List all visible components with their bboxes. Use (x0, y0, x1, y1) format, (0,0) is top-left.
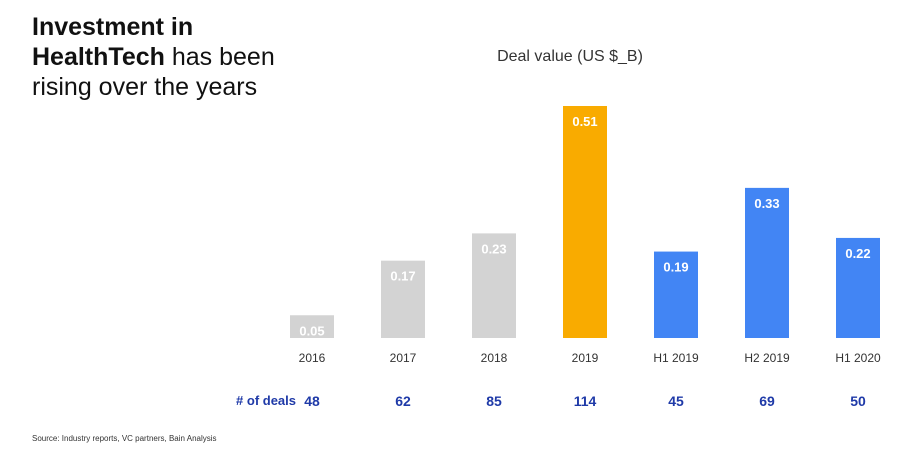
bar-value-label: 0.19 (663, 260, 688, 275)
x-tick-label: H1 2020 (835, 351, 881, 365)
title-line-3: rising over the years (32, 73, 258, 101)
bar-2016 (290, 315, 334, 338)
bar-value-label: 0.22 (845, 246, 870, 261)
x-tick-label: H2 2019 (744, 351, 790, 365)
deal-count: 85 (486, 393, 502, 409)
x-tick-label: 2018 (481, 351, 508, 365)
bar-2019 (563, 106, 607, 338)
title-line-2-rest: has been (164, 43, 275, 71)
bar-value-label: 0.17 (390, 269, 415, 284)
title-bold-line-2: HealthTech (32, 43, 165, 71)
deal-count: 48 (304, 393, 320, 409)
bar-h2-2019 (745, 187, 789, 338)
x-tick-label: H1 2019 (653, 351, 699, 365)
bar-value-label: 0.23 (481, 241, 506, 256)
deals-row-label: # of deals (236, 393, 296, 408)
x-tick-label: 2019 (572, 351, 599, 365)
title-bold-line-1: Investment in (32, 13, 194, 41)
x-tick-label: 2016 (299, 351, 326, 365)
chart-subtitle: Deal value (US $_B) (497, 48, 643, 65)
bar-value-label: 0.51 (572, 114, 597, 129)
deal-count: 45 (668, 393, 684, 409)
bar-value-label: 0.05 (299, 323, 324, 338)
bar-h1-2020 (836, 237, 880, 338)
deal-count: 62 (395, 393, 411, 409)
bar-2017 (381, 260, 425, 338)
bar-value-label: 0.33 (754, 196, 779, 211)
source-note: Source: Industry reports, VC partners, B… (32, 434, 217, 443)
deal-count: 50 (850, 393, 866, 409)
x-tick-label: 2017 (390, 351, 417, 365)
bar-2018 (472, 233, 516, 338)
page-title: Investment in HealthTech has been rising… (32, 12, 332, 102)
deal-count: 114 (574, 393, 597, 409)
deal-count: 69 (759, 393, 775, 409)
bar-h1-2019 (654, 251, 698, 338)
